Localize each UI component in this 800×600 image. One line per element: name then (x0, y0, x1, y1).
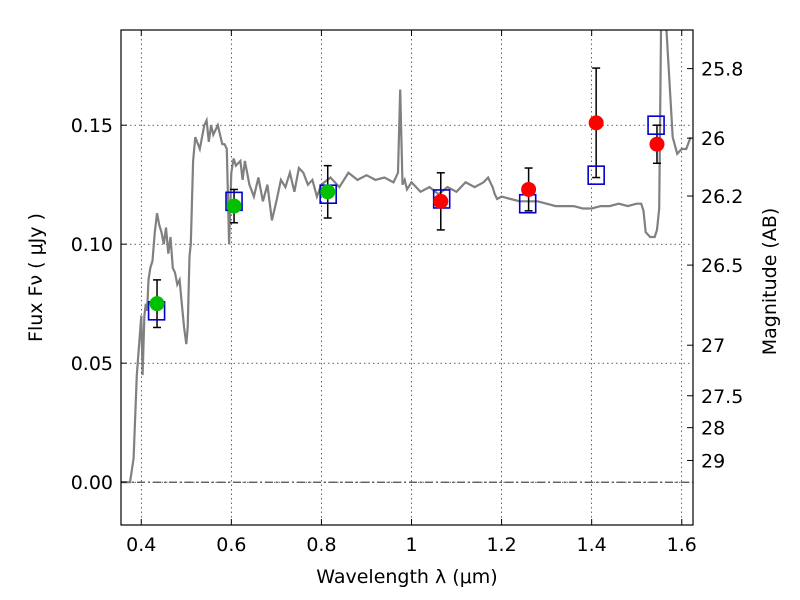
x-tick-label: 0.4 (126, 534, 156, 556)
x-tick-label: 0.8 (306, 534, 336, 556)
y2-tick-label: 29 (701, 450, 725, 472)
y2-tick-label: 27 (701, 335, 725, 357)
model-flux-box (518, 193, 537, 214)
plot-frame (120, 29, 694, 526)
model-spectrum (121, 30, 692, 484)
model-flux-box (647, 115, 665, 135)
y2-tick-label: 28 (701, 418, 725, 440)
data-point-green (226, 198, 242, 214)
x-tick-label: 1 (405, 534, 417, 556)
model-spectrum-line (121, 30, 692, 484)
y2-tick-label: 26 (701, 128, 725, 150)
data-point-green (149, 296, 165, 312)
y-tick-label: 0.10 (71, 234, 113, 256)
data-point-green (320, 184, 336, 200)
x-tick-label: 1.2 (486, 534, 516, 556)
x-tick-label: 1.4 (577, 534, 607, 556)
y2-tick-label: 25.8 (701, 59, 743, 81)
y-tick-label: 0.15 (71, 115, 113, 137)
y2-tick-label: 26.2 (701, 186, 743, 208)
grid-lines (121, 30, 693, 525)
model-flux-box (587, 165, 605, 185)
y2-axis-ticks: 25.8 26 26.2 26.5 27 27.5 28 29 (687, 59, 743, 472)
x-axis-label: Wavelength λ (μm) (316, 566, 497, 588)
y2-tick-label: 26.5 (701, 255, 743, 277)
data-point-red (433, 193, 449, 209)
y2-axis-label: Magnitude (AB) (759, 208, 781, 356)
y-tick-label: 0.00 (71, 472, 113, 494)
y-axis-ticks: 0.00 0.05 0.10 0.15 (71, 115, 127, 494)
observed-points (149, 115, 665, 312)
data-point-red (588, 115, 604, 131)
y-axis-label: Flux Fν ( μJy ) (25, 213, 47, 342)
data-point-red (649, 136, 665, 152)
error-bars (153, 67, 661, 329)
data-point-red (521, 181, 537, 197)
x-axis-ticks: 0.4 0.6 0.8 1 1.2 1.4 1.6 (126, 30, 697, 556)
x-tick-label: 1.6 (667, 534, 697, 556)
y2-tick-label: 27.5 (701, 386, 743, 408)
x-tick-label: 0.6 (216, 534, 246, 556)
y-tick-label: 0.05 (71, 353, 113, 375)
